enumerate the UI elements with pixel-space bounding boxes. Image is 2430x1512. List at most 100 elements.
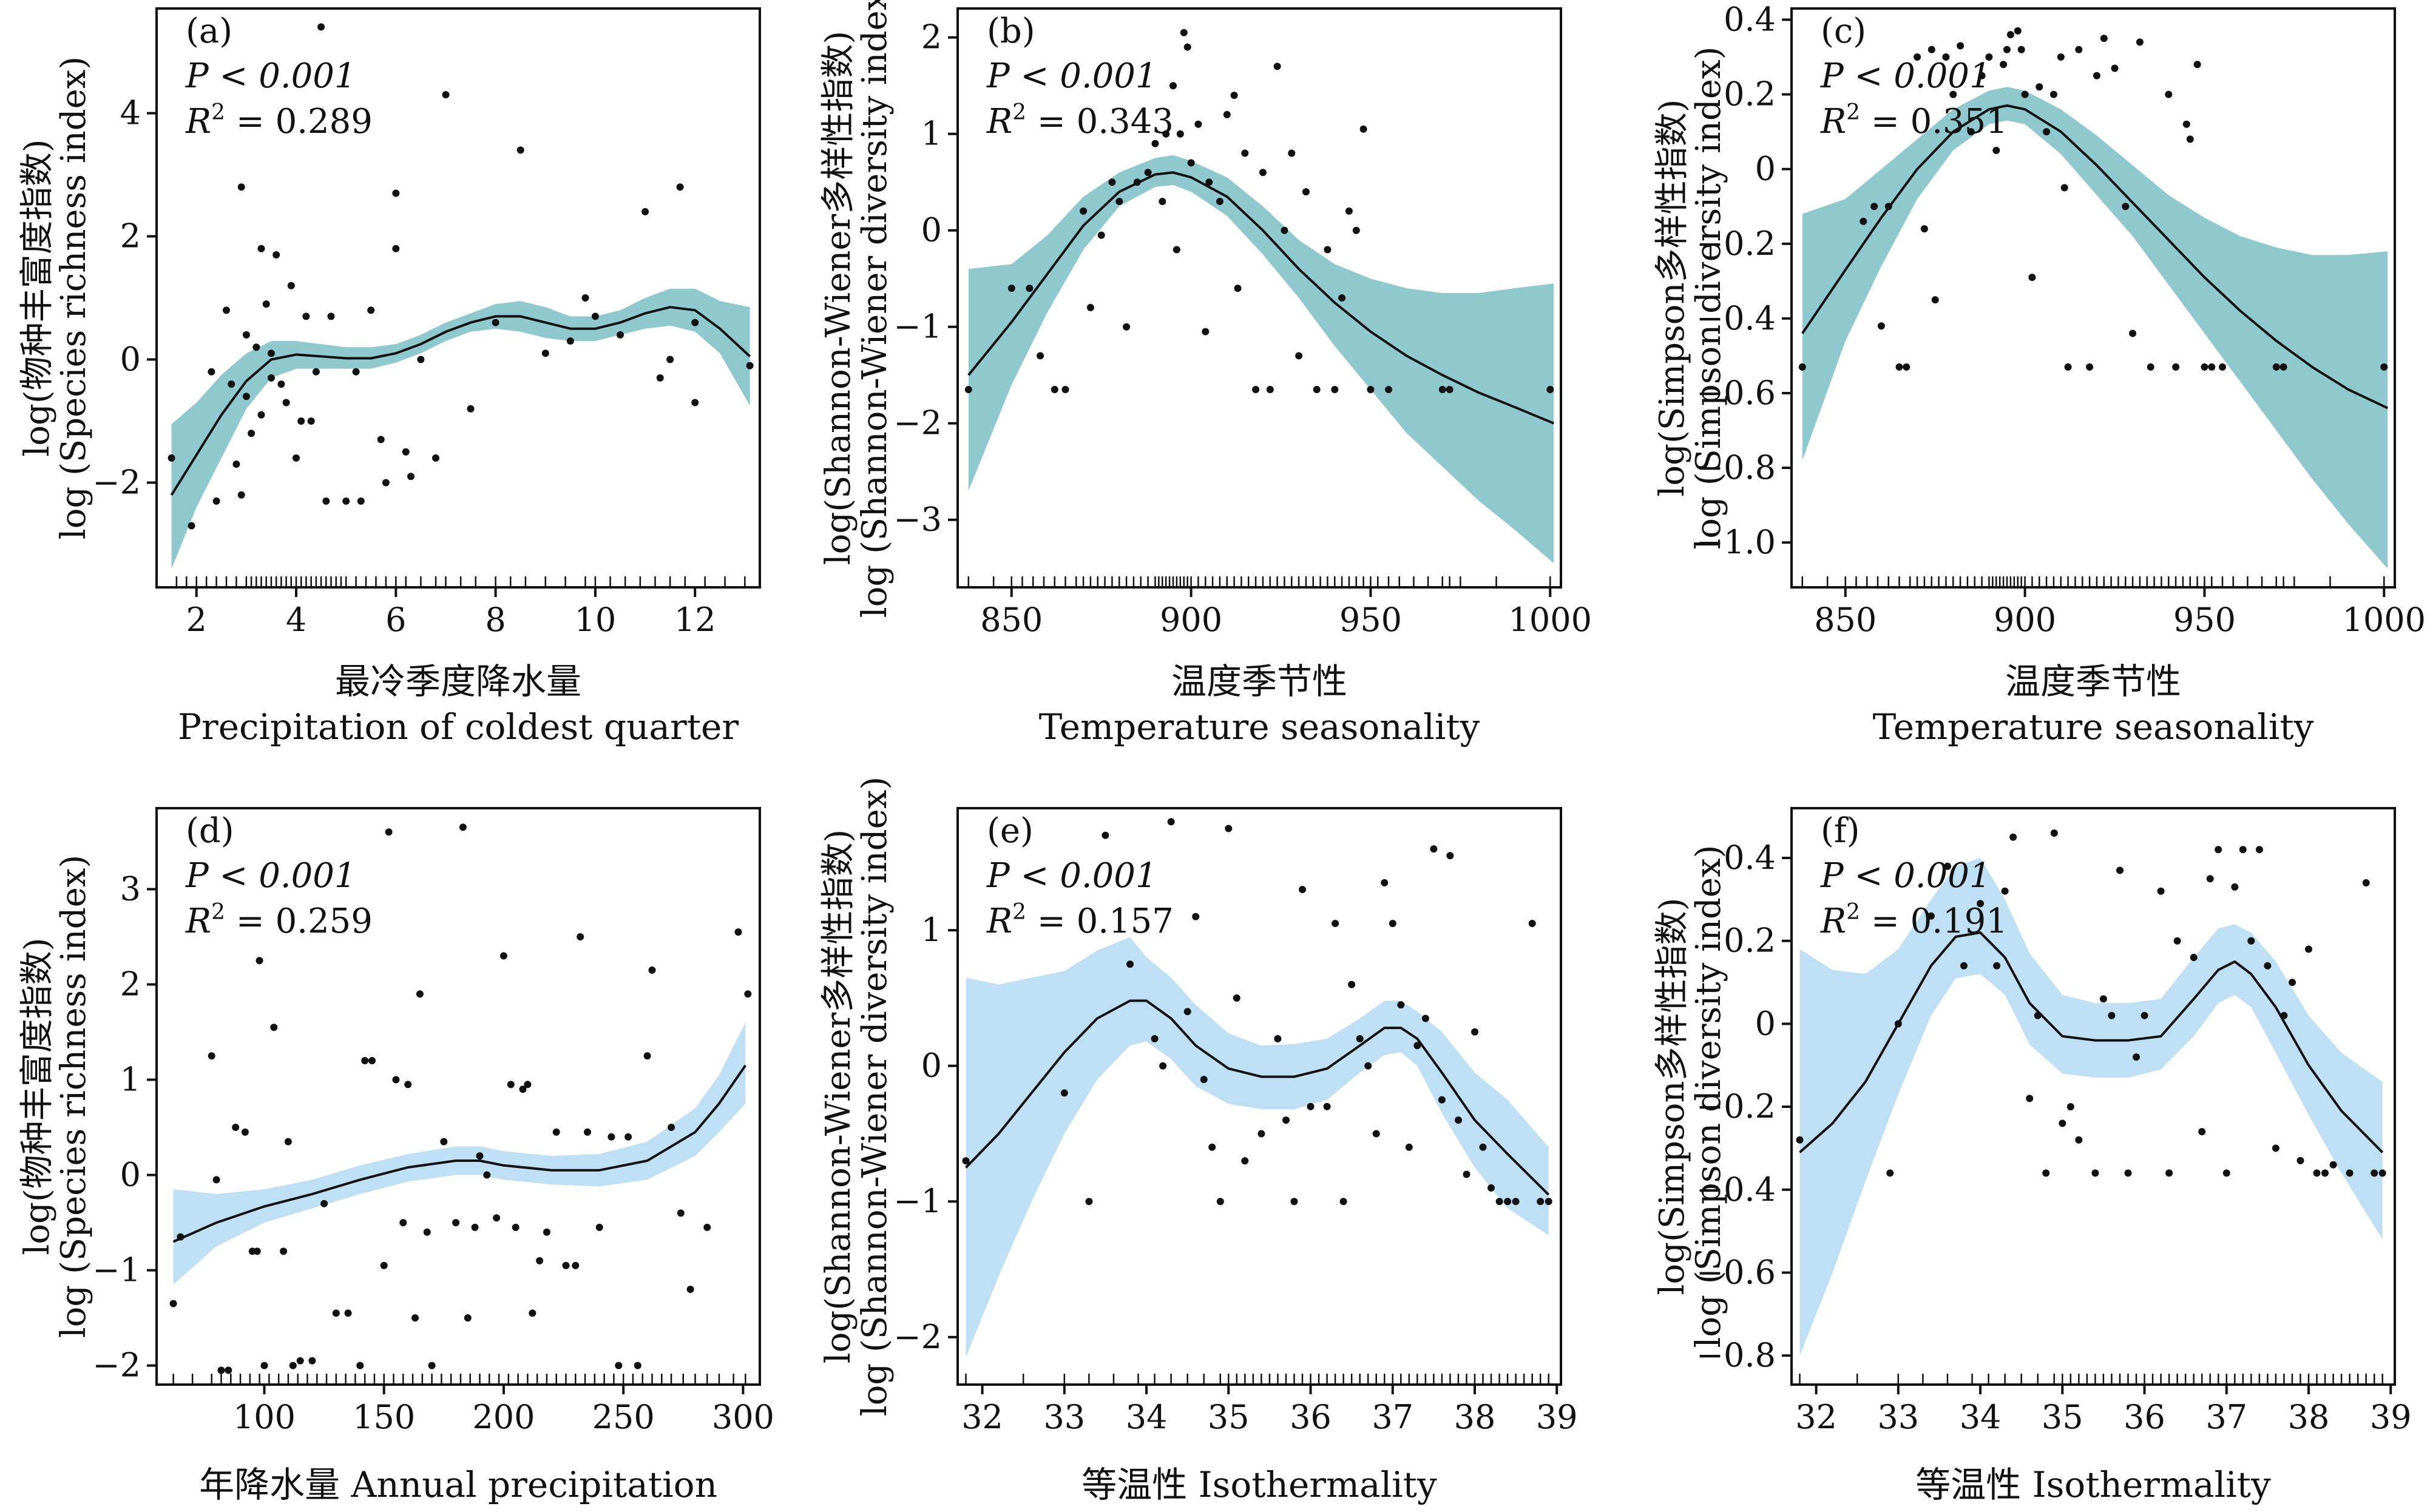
y-tick-label: 0.4 [1724,839,1776,877]
confidence-band [171,288,750,569]
data-point [1886,1169,1894,1177]
data-point [1200,1076,1208,1084]
x-tick-label: 35 [1208,1398,1250,1436]
data-point [1920,225,1928,233]
data-point [289,1362,297,1369]
panel-c: 850 900 950 1000 −1.0 −0.8 −0.6 −0.4 −0.2 0 0.2 0.4… [1653,0,2426,748]
data-point [2059,1119,2066,1127]
data-point [367,306,375,314]
data-point [668,1124,675,1131]
data-point [256,957,263,965]
data-point [1108,178,1116,186]
y-tick-label: −0.2 [1696,1087,1776,1126]
data-point [2280,1011,2288,1019]
y-tick-label: −2 [893,404,942,442]
data-point [1266,386,1274,393]
data-point [2371,1169,2378,1177]
data-point [2042,1169,2050,1177]
data-point [1061,386,1069,393]
data-point [280,1247,288,1255]
data-point [284,1138,292,1146]
data-point [634,1362,641,1369]
data-point [241,1128,249,1136]
data-point [1307,1102,1315,1110]
x-tick-label: 900 [1994,601,2056,639]
data-point [2190,954,2198,961]
r-squared: R2 = 0.351 [1820,100,2008,141]
data-point [1080,207,1088,215]
data-point [1364,1062,1372,1070]
data-point [1252,386,1260,393]
data-point [2231,883,2239,891]
data-point [262,300,270,308]
panel-letter: (e) [987,811,1034,851]
x-tick-label: 34 [1960,1398,2002,1436]
r-squared: R2 = 0.191 [1820,900,2008,941]
x-tick-label: 900 [1160,601,1222,639]
data-point [1438,1096,1446,1104]
data-point [2028,274,2036,282]
y-tick-label: 0 [1755,150,1776,188]
r-squared: R2 = 0.259 [185,900,373,941]
data-point [1385,386,1392,393]
data-point [1037,352,1044,360]
data-point [615,1362,623,1369]
y-axis-label-en: log (Simpson diversity index) [1689,845,1728,1348]
data-point [543,1228,550,1236]
data-point [1126,960,1134,968]
x-tick-label: 38 [1454,1398,1496,1436]
y-tick-label: −0.2 [1696,224,1776,263]
confidence-band [173,1022,746,1285]
data-point [361,1057,369,1065]
data-point [493,1214,501,1222]
data-point [656,374,664,382]
data-point [1233,994,1240,1002]
x-tick-label: 850 [980,601,1043,639]
data-point [483,1171,491,1179]
data-point [1085,1198,1093,1206]
data-point [1133,178,1141,186]
data-point [2003,46,2011,53]
data-point [1234,285,1242,292]
data-point [1927,46,1935,53]
data-point [2000,61,2008,69]
data-point [643,1052,651,1060]
plot-frame [155,7,761,589]
y-tick-label: −2 [92,463,141,501]
y-tick-label: −0.6 [1696,374,1776,412]
x-tick-label: 150 [353,1398,415,1436]
data-point [2272,1144,2279,1152]
data-point [2198,1128,2206,1136]
p-value: P < 0.001 [185,856,356,896]
data-point [344,1309,352,1317]
data-point [1446,852,1454,860]
fitted-curve [1801,104,2389,410]
data-point [2255,846,2263,854]
y-tick-label: 0 [921,1047,942,1085]
x-tick-label: 36 [2124,1398,2165,1436]
data-point [1397,1001,1405,1009]
data-point [322,497,330,505]
data-point [1123,323,1131,331]
plot-frame [956,807,1562,1386]
data-point [1348,980,1356,988]
plot-frame [956,7,1562,589]
data-point [1331,386,1339,393]
data-point [1438,386,1446,393]
data-point [342,497,350,505]
y-axis-label-en: log (Shannon-Wiener diversity index) [855,0,895,618]
x-axis-label-cn: 温度季节性 [2005,661,2181,702]
y-tick-label: 0.2 [1724,922,1776,960]
data-point [1281,226,1288,234]
data-point [1512,1198,1520,1206]
x-axis-label-cn: 最冷季度降水量 [335,661,581,702]
data-point [608,1133,615,1141]
data-point [1208,1143,1216,1151]
data-point [666,356,674,363]
data-point [746,362,754,370]
data-point [1173,246,1180,254]
data-point [1192,913,1200,920]
x-tick-label: 4 [286,601,306,639]
data-point [1992,146,2000,154]
